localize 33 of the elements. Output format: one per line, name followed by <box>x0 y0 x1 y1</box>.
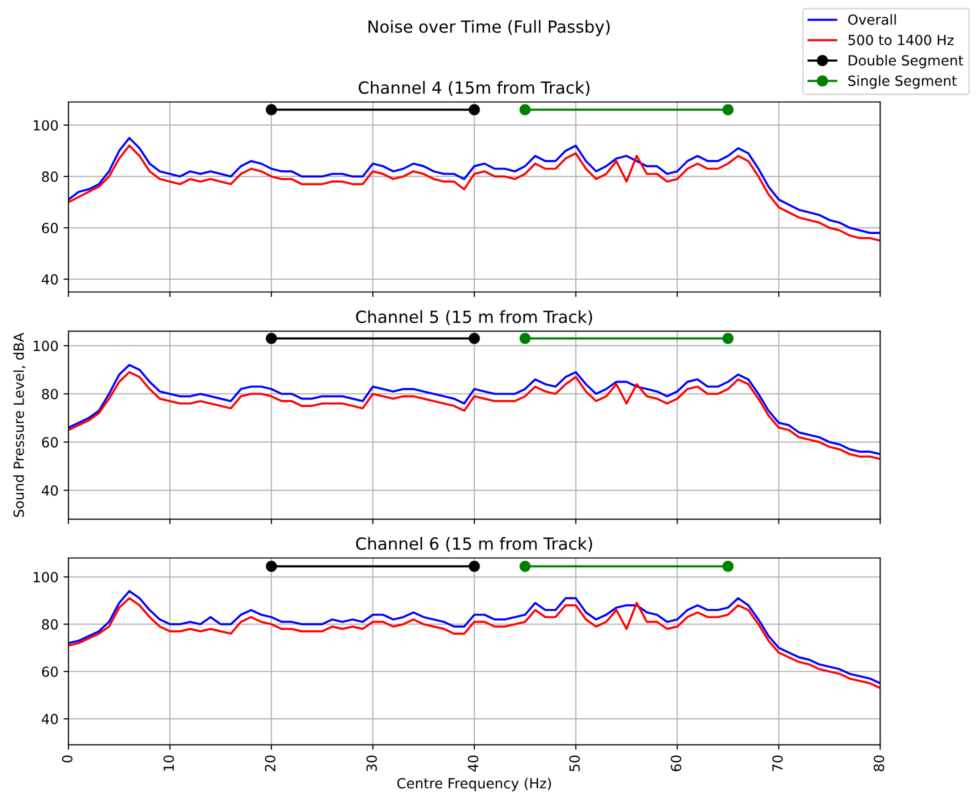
chart-title: Channel 5 (15 m from Track) <box>356 310 592 326</box>
y-tick-label: 60 <box>42 437 58 448</box>
chart-title: Noise over Time (Full Passby) <box>368 20 610 36</box>
x-tick-label: 40 <box>468 755 478 772</box>
y-tick-label: 80 <box>42 388 58 400</box>
y-tick-label: 80 <box>42 171 58 182</box>
y-tick-label: 80 <box>42 619 58 630</box>
chart-title: Channel 6 (15 m from Track) <box>356 537 592 552</box>
y-tick-label: 40 <box>42 714 58 724</box>
x-tick-label: 50 <box>569 755 580 772</box>
line-series <box>68 144 880 242</box>
x-tick-label: 10 <box>163 755 174 771</box>
y-tick-label: 100 <box>34 572 58 582</box>
x-tick-label: 80 <box>874 755 884 772</box>
y-tick-label: 100 <box>34 120 58 131</box>
x-tick-label: 20 <box>264 755 276 772</box>
y-tick-label: 40 <box>42 485 58 496</box>
x-tick-label: 0 <box>62 755 72 762</box>
x-tick-label: 60 <box>670 755 682 772</box>
legend-label: Overall <box>848 14 896 25</box>
y-axis-title: Sound Pressure Level, dBA <box>13 332 26 517</box>
x-axis-title: Centre Frequency (Hz) <box>397 778 551 792</box>
legend-label: Double Segment <box>848 54 964 68</box>
line-series <box>68 136 880 234</box>
legend-label: 500 to 1400 Hz <box>848 34 954 46</box>
x-tick-label: 70 <box>772 755 783 772</box>
chart-subtitle: Channel 4 (15m from Track) <box>358 81 590 96</box>
y-tick-label: 100 <box>34 340 58 352</box>
y-tick-label: 60 <box>42 666 58 677</box>
x-tick-label: 30 <box>366 755 377 772</box>
y-tick-label: 60 <box>42 222 58 234</box>
legend-label: Single Segment <box>848 75 957 89</box>
y-tick-label: 40 <box>42 274 58 285</box>
